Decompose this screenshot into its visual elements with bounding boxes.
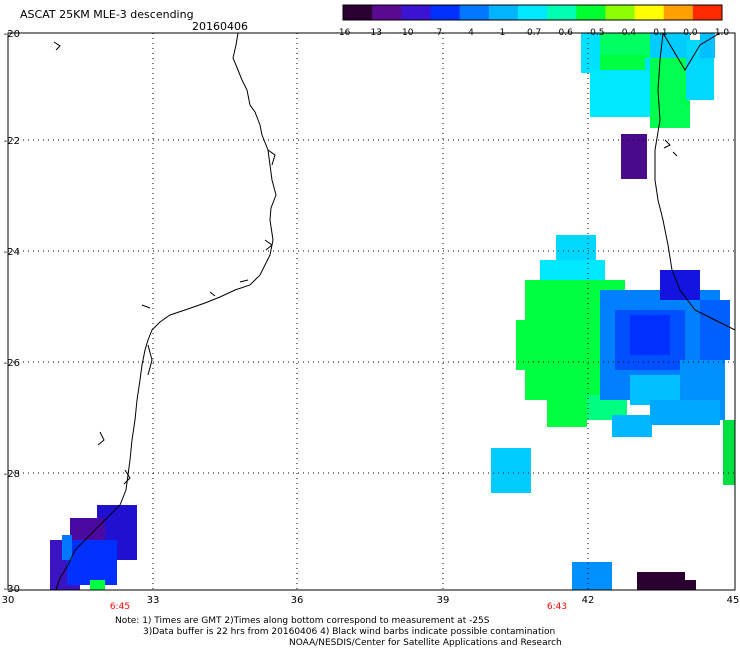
x-tick-label: 30 (2, 595, 15, 606)
y-tick-label: -26 (4, 358, 20, 369)
map-date: 20160406 (192, 20, 248, 33)
y-tick-label: -22 (4, 136, 20, 147)
colorbar-label: -7 (433, 28, 442, 38)
colorbar-label: -0.5 (587, 28, 605, 38)
note-line-3: NOAA/NESDIS/Center for Satellite Applica… (289, 638, 562, 648)
colorbar-swatch (692, 5, 723, 20)
y-tick-label: -28 (4, 469, 20, 480)
colorbar-border (342, 4, 723, 21)
colorbar-label: -0.6 (555, 28, 573, 38)
colorbar-swatch (517, 5, 548, 20)
colorbar-swatch (547, 5, 577, 20)
y-tick-label: -20 (4, 29, 20, 40)
colorbar-label: -0.7 (524, 28, 542, 38)
data-cells (50, 33, 735, 590)
y-axis-labels: -20 -22 -24 -26 -28 -30 (4, 29, 20, 595)
colorbar-label: -0.4 (618, 28, 636, 38)
colorbar-swatch (430, 5, 461, 20)
colorbar-swatch (343, 5, 373, 20)
colorbar-swatch (605, 5, 636, 20)
colorbar-swatch (576, 5, 606, 20)
pass-time-label: 6:45 (110, 602, 130, 612)
colorbar-swatch (459, 5, 490, 20)
colorbar-label: -10 (399, 28, 414, 38)
x-tick-label: 45 (727, 595, 740, 606)
note-line-1: Note: 1) Times are GMT 2)Times along bot… (115, 616, 490, 626)
colorbar-swatch (401, 5, 431, 20)
colorbar-swatch (372, 5, 402, 20)
grid-lines (8, 33, 735, 590)
pass-time-label: 6:43 (547, 602, 567, 612)
colorbar-swatch (634, 5, 665, 20)
x-tick-label: 33 (147, 595, 160, 606)
coastline (53, 32, 736, 591)
colorbar-swatch (663, 5, 694, 20)
colorbar-label: 0.0 (683, 28, 698, 38)
map-frame (7, 32, 736, 591)
x-axis-labels: 30 33 36 39 42 45 (2, 595, 740, 606)
x-tick-label: 42 (582, 595, 595, 606)
colorbar-label: -1 (496, 28, 505, 38)
pass-times: 6:45 6:43 (110, 602, 567, 612)
note-line-2: 3)Data buffer is 22 hrs from 20160406 4)… (143, 627, 556, 637)
map-title: ASCAT 25KM MLE-3 descending (20, 8, 194, 21)
colorbar: -16 -13 -10 -7 -4 -1 -0.7 -0.6 -0.5 -0.4 -0.1 0.0 1.… (336, 4, 730, 38)
colorbar-label: -16 (336, 28, 351, 38)
colorbar-label: -0.1 (650, 28, 668, 38)
colorbar-label: -13 (367, 28, 382, 38)
colorbar-label: -4 (465, 28, 474, 38)
y-tick-label: -24 (4, 247, 20, 258)
x-tick-label: 36 (291, 595, 304, 606)
colorbar-label: 1.0 (715, 28, 730, 38)
colorbar-swatch (488, 5, 519, 20)
x-tick-label: 39 (437, 595, 450, 606)
y-tick-label: -30 (4, 584, 20, 595)
